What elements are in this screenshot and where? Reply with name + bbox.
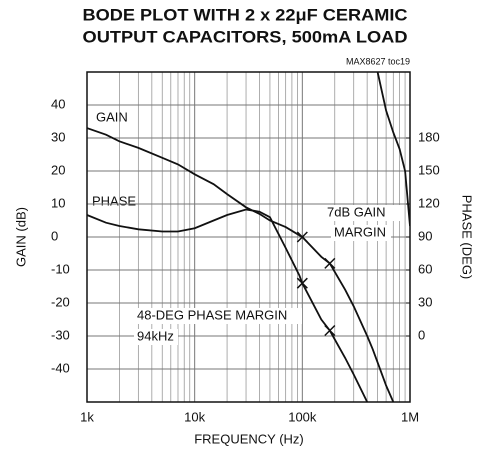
x-axis-label: FREQUENCY (Hz) xyxy=(194,431,304,446)
y2-tick-label: 30 xyxy=(418,294,432,309)
margin-marker xyxy=(324,324,336,337)
y2-axis-label: PHASE (DEG) xyxy=(460,195,475,280)
y2-tick-label: 150 xyxy=(418,162,440,177)
chart-title: OUTPUT CAPACITORS, 500mA LOAD xyxy=(83,27,408,46)
x-tick-label: 1k xyxy=(80,409,94,424)
y-tick-label: -10 xyxy=(51,261,70,276)
y-tick-label: -30 xyxy=(51,327,70,342)
series-line xyxy=(87,127,395,402)
y-tick-label: 0 xyxy=(51,228,58,243)
annotation: 94kHz xyxy=(137,328,174,343)
y-tick-label: -40 xyxy=(51,360,70,375)
annotation: 7dB GAIN xyxy=(327,204,386,219)
series-label: PHASE xyxy=(92,193,136,208)
plot-frame xyxy=(86,71,411,403)
annotation: 48-DEG PHASE MARGIN xyxy=(137,307,287,322)
label-bg xyxy=(134,329,178,345)
margin-marker xyxy=(296,231,308,243)
chart-title: BODE PLOT WITH 2 x 22μF CERAMIC xyxy=(83,5,408,24)
y-tick-label: 30 xyxy=(51,129,65,144)
label-bg xyxy=(134,308,302,324)
y2-tick-label: 90 xyxy=(418,228,432,243)
margin-marker xyxy=(296,277,308,289)
y2-tick-label: 120 xyxy=(418,195,440,210)
y-axis-label: GAIN (dB) xyxy=(13,207,28,267)
y2-tick-label: 180 xyxy=(418,129,440,144)
y2-tick-label: 0 xyxy=(418,327,425,342)
label-bg xyxy=(331,225,391,241)
margin-marker xyxy=(324,257,336,269)
annotation: MARGIN xyxy=(334,224,386,239)
x-tick-label: 1M xyxy=(401,409,419,424)
y-tick-label: 20 xyxy=(51,162,65,177)
x-tick-label: 10k xyxy=(184,409,205,424)
y-tick-label: 40 xyxy=(51,96,65,111)
series-label: GAIN xyxy=(96,109,128,124)
y2-tick-label: 60 xyxy=(418,261,432,276)
y-tick-label: 10 xyxy=(51,195,65,210)
x-tick-label: 100k xyxy=(288,409,317,424)
subtitle: MAX8627 toc19 xyxy=(346,56,410,66)
label-bg xyxy=(324,205,402,221)
y-tick-label: -20 xyxy=(51,294,70,309)
